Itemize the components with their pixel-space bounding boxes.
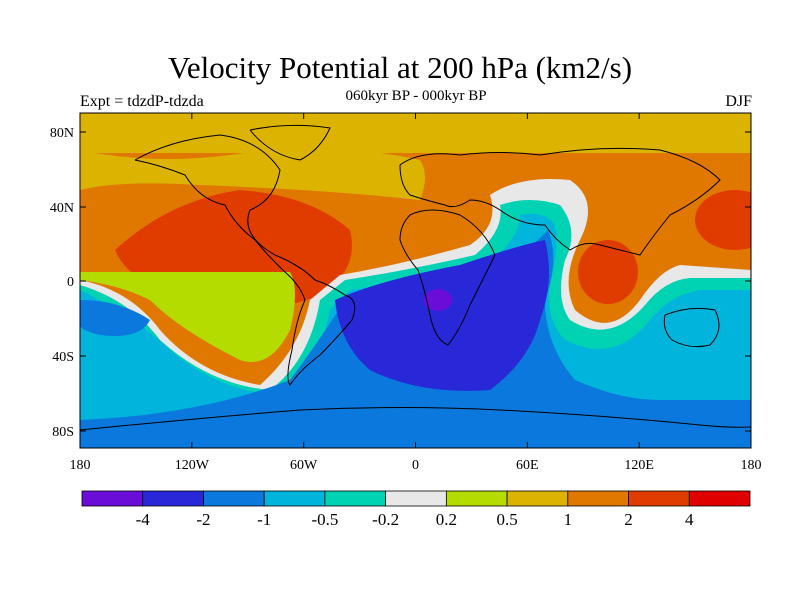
plot-title: Velocity Potential at 200 hPa (km2/s) <box>167 50 633 85</box>
x-tick-label: 60W <box>290 458 318 473</box>
colorbar-box <box>688 490 751 507</box>
x-tick-label: 0 <box>412 458 419 473</box>
colorbar-label: 4 <box>685 510 694 529</box>
colorbar-box <box>263 490 326 507</box>
colorbar-label: 0.5 <box>496 510 517 529</box>
field-africa-min <box>335 240 549 391</box>
x-tick-label: 60E <box>516 458 539 473</box>
colorbar-label: 0.2 <box>436 510 457 529</box>
y-tick-label: 80S <box>52 425 74 440</box>
season-label: DJF <box>725 93 752 110</box>
colorbar-box <box>628 490 690 507</box>
colorbar-box <box>324 490 387 507</box>
x-tick-label: 180 <box>70 458 91 473</box>
period-label: 060kyr BP - 000kyr BP <box>345 88 487 104</box>
experiment-label: Expt = tdzdP-tdzda <box>80 93 204 110</box>
y-tick-label: 80N <box>50 126 74 141</box>
colorbar-label: -2 <box>196 510 210 529</box>
colorbar-label: -4 <box>136 510 151 529</box>
coast-africa <box>399 209 496 346</box>
y-tick-label: 0 <box>67 275 74 290</box>
y-tick-label: 40S <box>52 350 74 365</box>
field-south-yellowgreen <box>80 272 295 362</box>
colorbar-box <box>567 490 629 507</box>
contour-field <box>80 113 751 448</box>
field-africa-core <box>424 289 452 311</box>
y-tick-label: 40N <box>50 201 74 216</box>
axis-ticks: 80N 40N 0 40S 80S 180 120W 60W 0 60E 120E 180 <box>50 113 762 473</box>
colorbar-box <box>445 490 508 507</box>
field-north-band <box>80 113 751 153</box>
colorbar-box <box>81 490 144 507</box>
field-indochina-max <box>578 240 638 304</box>
colorbar-label: -1 <box>257 510 271 529</box>
x-tick-label: 180 <box>741 458 762 473</box>
field-westpac-max <box>695 190 751 250</box>
coast-australia <box>663 307 720 348</box>
colorbar-box <box>385 490 447 507</box>
x-tick-label: 120E <box>624 458 654 473</box>
coastlines <box>80 124 751 431</box>
colorbar-box <box>203 490 265 507</box>
colorbar-label: -0.5 <box>311 510 338 529</box>
colorbar-label: -0.2 <box>372 510 399 529</box>
coast-greenland <box>249 124 331 161</box>
field-southpac-blue <box>80 300 150 336</box>
coast-antarctica <box>80 407 751 431</box>
coast-eurasia <box>399 147 721 256</box>
coast-americas <box>134 134 356 386</box>
colorbar-box <box>142 490 204 507</box>
colorbar-label: 2 <box>624 510 633 529</box>
colorbar: -4 -2 -1 -0.5 -0.2 0.2 0.5 1 2 4 <box>81 490 751 529</box>
colorbar-label: 1 <box>564 510 573 529</box>
x-tick-label: 120W <box>175 458 210 473</box>
field-north-yellow <box>80 148 425 200</box>
colorbar-box <box>506 490 569 507</box>
